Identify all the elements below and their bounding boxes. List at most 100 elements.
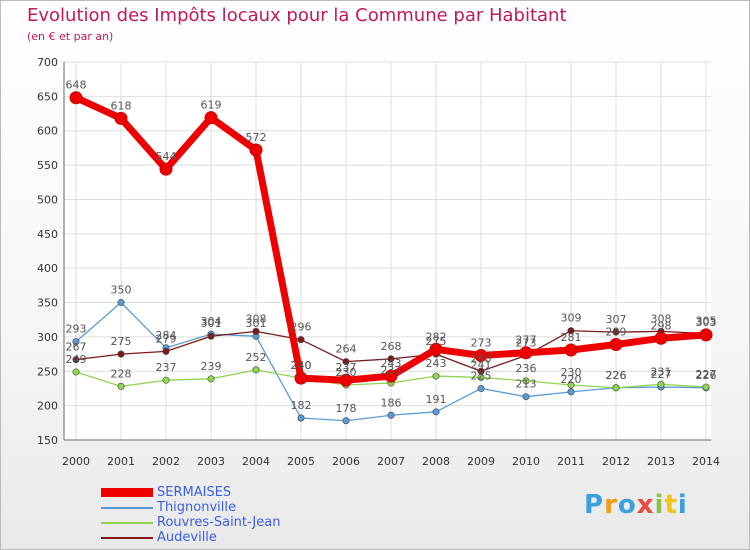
data-point xyxy=(567,327,575,335)
legend-label: Thignonville xyxy=(157,500,237,515)
data-label: 186 xyxy=(381,396,402,409)
legend-label: SERMAISES xyxy=(157,485,232,500)
data-point xyxy=(297,414,305,422)
data-label: 231 xyxy=(651,365,672,378)
chart-title: Evolution des Impôts locaux pour la Comm… xyxy=(27,5,567,26)
data-label: 228 xyxy=(111,367,132,380)
data-label: 305 xyxy=(696,314,717,327)
data-label: 268 xyxy=(381,340,402,353)
data-point xyxy=(117,382,125,390)
data-label: 289 xyxy=(606,325,627,338)
x-tick-label: 2010 xyxy=(512,455,540,468)
x-tick-label: 2009 xyxy=(467,455,495,468)
x-tick-label: 2014 xyxy=(692,455,720,468)
legend-item: Audeville xyxy=(101,530,280,545)
data-label: 237 xyxy=(336,361,357,374)
legend-item: SERMAISES xyxy=(101,485,280,500)
data-label: 249 xyxy=(66,353,87,366)
data-label: 226 xyxy=(606,369,627,382)
data-label: 230 xyxy=(561,366,582,379)
y-tick-label: 200 xyxy=(37,400,58,413)
data-point xyxy=(342,417,350,425)
data-label: 240 xyxy=(291,359,312,372)
data-point xyxy=(567,388,575,396)
data-label: 619 xyxy=(201,99,222,112)
data-label: 281 xyxy=(561,331,582,344)
data-label: 307 xyxy=(606,313,627,326)
y-tick-label: 250 xyxy=(37,365,58,378)
y-tick-label: 400 xyxy=(37,262,58,275)
y-tick-label: 550 xyxy=(37,159,58,172)
data-label: 240 xyxy=(291,359,312,372)
x-tick-label: 2012 xyxy=(602,455,630,468)
x-tick-label: 2008 xyxy=(422,455,450,468)
data-point xyxy=(519,346,533,360)
data-label: 225 xyxy=(471,369,492,382)
data-label: 233 xyxy=(381,364,402,377)
data-point xyxy=(702,383,710,391)
data-label: 267 xyxy=(66,341,87,354)
data-label: 308 xyxy=(246,312,267,325)
data-point xyxy=(162,347,170,355)
data-label: 293 xyxy=(66,323,87,336)
data-point xyxy=(477,384,485,392)
chart-subtitle: (en € et par an) xyxy=(27,30,114,43)
proxiti-logo: Proxiti xyxy=(584,490,688,520)
legend-swatch xyxy=(101,521,153,524)
data-point xyxy=(117,299,125,307)
logo-letter: t xyxy=(664,490,678,520)
data-label: 243 xyxy=(426,357,447,370)
y-tick-label: 600 xyxy=(37,125,58,138)
data-point xyxy=(384,369,398,383)
data-label: 275 xyxy=(111,335,132,348)
y-tick-label: 300 xyxy=(37,331,58,344)
legend-swatch xyxy=(101,536,153,539)
data-point xyxy=(564,343,578,357)
data-point xyxy=(114,111,128,125)
y-tick-label: 500 xyxy=(37,193,58,206)
data-label: 243 xyxy=(381,357,402,370)
data-label: 303 xyxy=(696,316,717,329)
x-tick-label: 2004 xyxy=(242,455,270,468)
data-point xyxy=(117,350,125,358)
data-label: 191 xyxy=(426,393,447,406)
data-label: 298 xyxy=(651,319,672,332)
data-label: 182 xyxy=(291,399,312,412)
data-point xyxy=(207,332,215,340)
data-point xyxy=(522,377,530,385)
legend-swatch xyxy=(101,488,153,497)
data-label: 264 xyxy=(336,343,357,356)
data-label: 618 xyxy=(111,99,132,112)
data-label: 227 xyxy=(651,368,672,381)
data-label: 220 xyxy=(561,373,582,386)
data-label: 279 xyxy=(156,332,177,345)
data-label: 304 xyxy=(201,315,222,328)
data-label: 648 xyxy=(66,79,87,92)
data-label: 236 xyxy=(516,362,537,375)
data-point xyxy=(567,381,575,389)
data-label: 277 xyxy=(516,334,537,347)
data-point xyxy=(387,355,395,363)
data-label: 282 xyxy=(426,330,447,343)
data-label: 178 xyxy=(336,402,357,415)
data-point xyxy=(699,328,713,342)
data-label: 273 xyxy=(516,336,537,349)
data-point xyxy=(252,366,260,374)
data-point xyxy=(249,143,263,157)
data-label: 572 xyxy=(246,131,267,144)
data-label: 250 xyxy=(471,352,492,365)
logo-letter: i xyxy=(677,490,688,520)
x-tick-label: 2013 xyxy=(647,455,675,468)
x-tick-label: 2011 xyxy=(557,455,585,468)
x-tick-label: 2003 xyxy=(197,455,225,468)
data-point xyxy=(609,337,623,351)
logo-letter: o xyxy=(617,490,637,520)
legend-item: Rouvres-Saint-Jean xyxy=(101,515,280,530)
data-point xyxy=(432,372,440,380)
data-label: 273 xyxy=(471,336,492,349)
data-label: 350 xyxy=(111,284,132,297)
data-point xyxy=(72,368,80,376)
data-point xyxy=(69,91,83,105)
